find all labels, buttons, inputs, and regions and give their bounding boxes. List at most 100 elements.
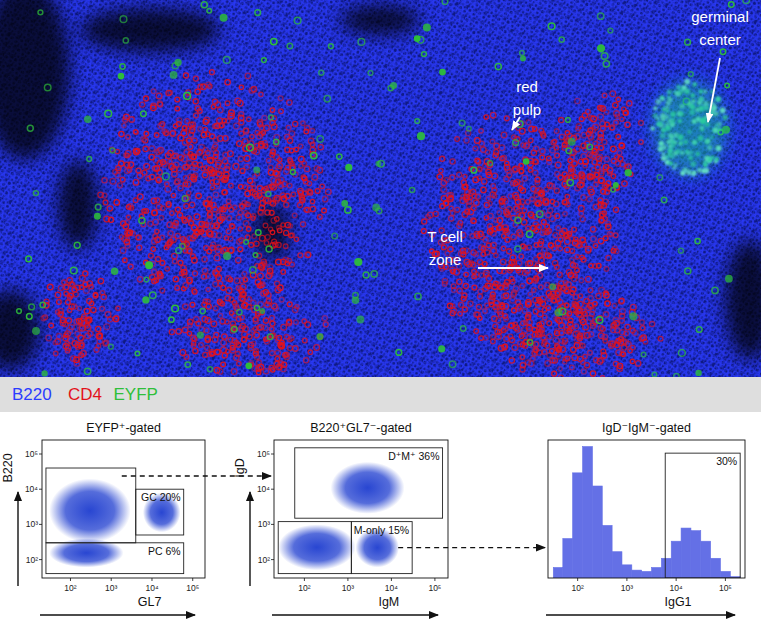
eyfp-cell (726, 276, 732, 282)
eyfp-cell (329, 44, 334, 49)
cd4-cell (603, 339, 607, 343)
eyfp-cell (678, 248, 683, 253)
cd4-cell (300, 222, 305, 227)
cd4-cell (605, 122, 610, 127)
eyfp-cell (27, 314, 33, 320)
cd4-cell (516, 268, 520, 272)
eyfp-cell (440, 69, 445, 74)
cd4-cell (189, 154, 193, 158)
cd4-cell (254, 332, 260, 338)
cd4-cell (640, 320, 645, 325)
cd4-cell (250, 135, 254, 139)
cd4-cell (587, 196, 593, 202)
cd4-cell (639, 140, 643, 144)
cd4-cell (627, 101, 632, 106)
cd4-cell (103, 341, 108, 346)
cd4-cell (258, 144, 263, 149)
cd4-cell (471, 262, 476, 267)
dark-region (725, 240, 761, 360)
eyfp-cell (120, 64, 125, 69)
cd4-cell (594, 172, 598, 176)
cd4-cell (547, 334, 552, 339)
cd4-cell (320, 184, 325, 189)
cd4-cell (142, 170, 147, 175)
cd4-cell (574, 146, 580, 152)
cd4-cell (93, 292, 97, 296)
cd4-cell (84, 308, 90, 314)
cd4-cell (152, 239, 158, 245)
cd4-cell (571, 169, 576, 174)
cd4-cell (532, 159, 537, 164)
cd4-cell (526, 312, 530, 316)
cd4-cell (258, 264, 264, 270)
eyfp-cell (559, 37, 564, 42)
cd4-cell (259, 92, 263, 96)
eyfp-cell (729, 2, 734, 7)
cd4-cell (579, 178, 584, 183)
cd4-cell (156, 93, 162, 99)
cd4-cell (193, 317, 199, 323)
cd4-cell (135, 148, 140, 153)
eyfp-cell (601, 53, 608, 60)
cd4-cell (600, 213, 604, 217)
cd4-cell (233, 205, 237, 209)
cd4-cell (204, 246, 209, 251)
cd4-cell (57, 300, 62, 305)
cd4-cell (281, 223, 285, 227)
cd4-cell (421, 229, 426, 234)
cd4-cell (586, 276, 592, 282)
cd4-cell (552, 246, 557, 251)
cd4-cell (473, 146, 478, 151)
cd4-cell (278, 361, 283, 366)
cd4-cell (105, 312, 111, 318)
cd4-cell (201, 132, 206, 137)
cd4-cell (247, 117, 251, 121)
cd4-cell (184, 176, 189, 181)
cd4-cell (191, 335, 196, 340)
cd4-cell (477, 260, 482, 265)
eyfp-cell (630, 313, 637, 320)
cd4-cell (461, 180, 466, 185)
cd4-cell (154, 133, 159, 138)
cd4-cell (206, 299, 211, 304)
cd4-cell (443, 201, 448, 206)
cd4-cell (284, 202, 289, 207)
cd4-cell (573, 263, 578, 268)
cd4-cell (545, 361, 550, 366)
eyfp-cell (526, 231, 532, 237)
cd4-cell (522, 175, 528, 181)
cd4-cell (182, 327, 188, 333)
cd4-cell (246, 227, 251, 232)
cd4-cell (599, 146, 604, 151)
cd4-cell (245, 191, 251, 197)
cd4-cell (183, 165, 188, 170)
cd4-cell (270, 120, 275, 125)
cd4-cell (190, 302, 195, 307)
cd4-cell (611, 249, 615, 253)
cd4-cell (175, 97, 180, 102)
cd4-cell (479, 129, 483, 133)
cd4-cell (476, 159, 481, 164)
cd4-cell (229, 224, 234, 229)
cd4-cell (590, 312, 595, 317)
cd4-cell (126, 135, 130, 139)
cd4-cell (231, 224, 235, 228)
cd4-cell (226, 229, 231, 234)
cd4-cell (537, 350, 542, 355)
cd4-cell (509, 358, 514, 363)
cd4-cell (102, 178, 107, 183)
cd4-cell (539, 331, 545, 337)
cd4-cell (184, 204, 189, 209)
cd4-cell (531, 356, 536, 361)
cd4-cell (292, 307, 298, 313)
cd4-cell (601, 189, 606, 194)
cd4-cell (256, 366, 262, 372)
eyfp-cell (135, 351, 140, 356)
eyfp-cell (661, 197, 666, 202)
cd4-cell (188, 132, 193, 137)
cd4-cell (136, 235, 141, 240)
cd4-cell (620, 330, 625, 335)
cd4-cell (553, 233, 558, 238)
cd4-cell (532, 288, 536, 292)
cd4-cell (463, 283, 468, 288)
